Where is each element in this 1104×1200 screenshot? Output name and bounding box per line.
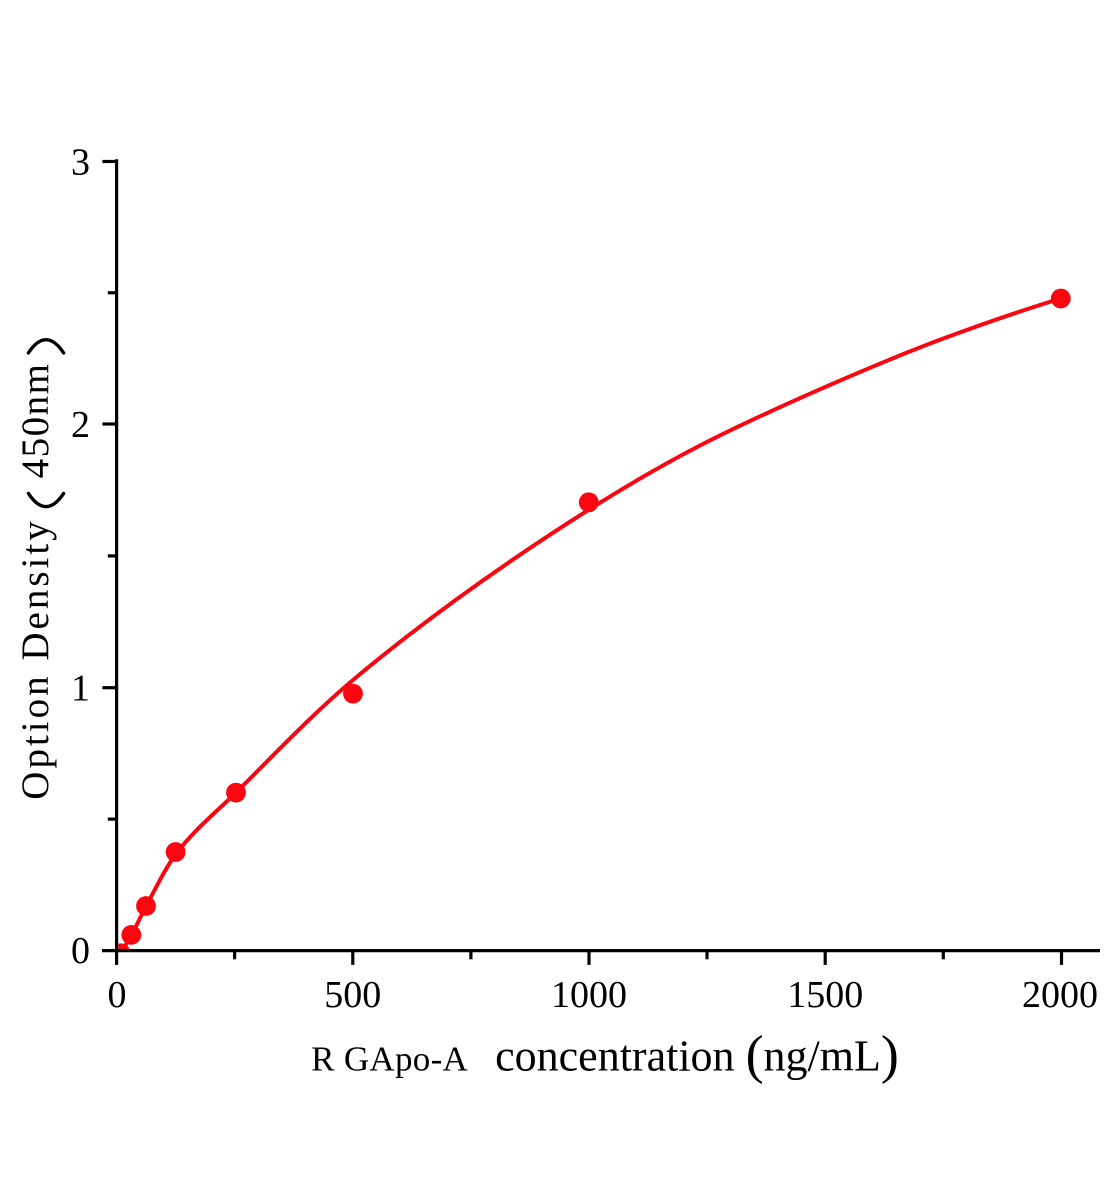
svg-text:1500: 1500 bbox=[787, 974, 863, 1016]
svg-text:0: 0 bbox=[71, 930, 90, 972]
svg-text:Option Density: Option Density bbox=[14, 518, 57, 799]
svg-text:500: 500 bbox=[324, 974, 381, 1016]
svg-text:2000: 2000 bbox=[1022, 974, 1098, 1016]
svg-text:3: 3 bbox=[71, 141, 90, 183]
svg-text:0: 0 bbox=[108, 974, 127, 1016]
svg-text:2: 2 bbox=[71, 404, 90, 446]
svg-text:450nm: 450nm bbox=[14, 363, 57, 479]
svg-text:R GApo-A concentration (ng/mL): R GApo-A concentration (ng/mL) bbox=[311, 1025, 899, 1085]
svg-text:1: 1 bbox=[71, 668, 90, 710]
svg-text:1000: 1000 bbox=[551, 974, 627, 1016]
